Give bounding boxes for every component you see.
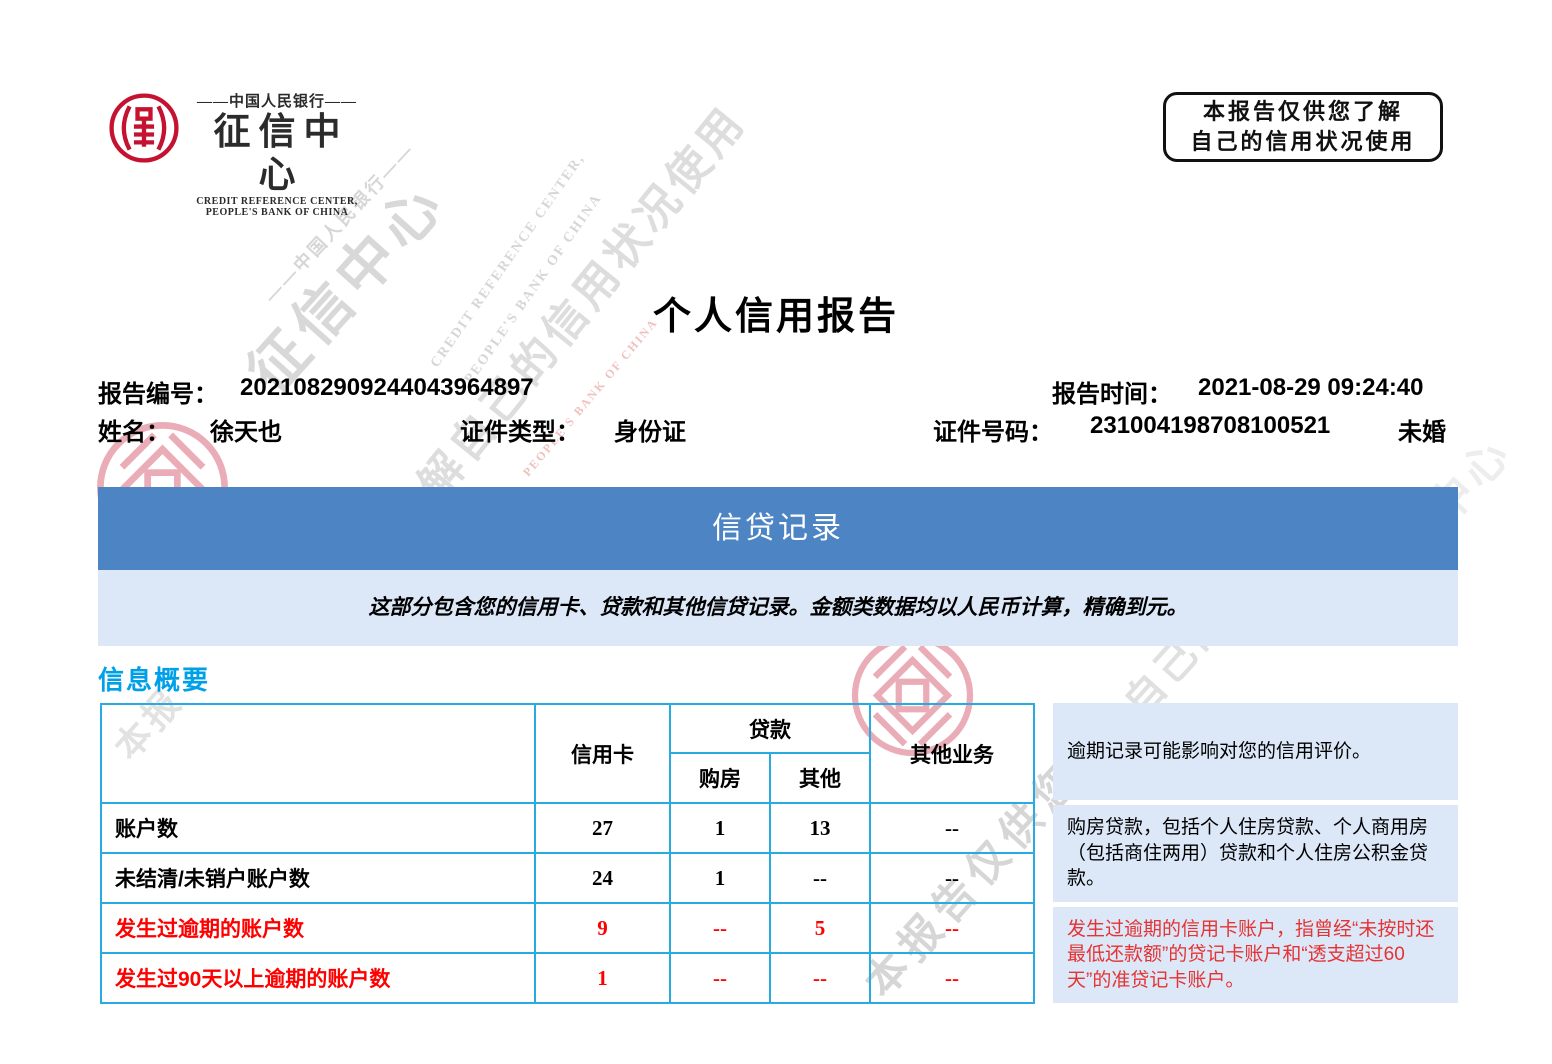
table-row: 账户数 27 1 13 -- xyxy=(100,802,1035,854)
cell-value: 1 xyxy=(669,852,771,904)
usage-notice-line1: 本报告仅供您了解 xyxy=(1202,99,1403,124)
cell-value: -- xyxy=(869,902,1035,954)
logo-english-line2: PEOPLE'S BANK OF CHINA xyxy=(205,207,349,219)
section-banner-title: 信贷记录 xyxy=(712,512,844,545)
row-label: 未结清/未销户账户数 xyxy=(100,852,536,904)
note-overdue-impact: 逾期记录可能影响对您的信用评价。 xyxy=(1053,703,1458,800)
section-banner: 信贷记录 xyxy=(98,487,1458,570)
summary-heading: 信息概要 xyxy=(98,665,211,695)
name-label: 姓名： xyxy=(98,419,170,446)
header-loan-house: 购房 xyxy=(669,752,771,804)
id-type-label: 证件类型： xyxy=(460,419,580,446)
cell-value: -- xyxy=(769,952,871,1004)
cell-value: -- xyxy=(869,802,1035,854)
id-no-value: 231004198708100521 xyxy=(1090,412,1331,439)
pbc-seal-icon xyxy=(109,93,179,163)
usage-notice-box: 本报告仅供您了解 自己的信用状况使用 xyxy=(1163,92,1443,162)
header-blank-cell xyxy=(100,703,536,804)
cell-value: 1 xyxy=(669,802,771,854)
cell-value: 9 xyxy=(534,902,671,954)
id-no-label: 证件号码： xyxy=(933,419,1053,446)
section-subtitle-band: 这部分包含您的信用卡、贷款和其他信贷记录。金额类数据均以人民币计算，精确到元。 xyxy=(98,570,1458,646)
cell-value: -- xyxy=(869,952,1035,1004)
cell-value: 27 xyxy=(534,802,671,854)
report-no-label: 报告编号： xyxy=(98,381,218,408)
cell-value: 13 xyxy=(769,802,871,854)
marital-status: 未婚 xyxy=(1398,419,1446,446)
header-loan-other: 其他 xyxy=(769,752,871,804)
header-credit-card: 信用卡 xyxy=(534,703,671,804)
row-label: 账户数 xyxy=(100,802,536,854)
cell-value: 5 xyxy=(769,902,871,954)
cell-value: -- xyxy=(769,852,871,904)
note-overdue-card-definition: 发生过逾期的信用卡账户，指曾经“未按时还最低还款额”的贷记卡账户和“透支超过60… xyxy=(1053,907,1458,1003)
logo-english-line1: CREDIT REFERENCE CENTER, xyxy=(196,196,358,208)
name-value: 徐天也 xyxy=(210,419,282,446)
pbc-logo: ——中国人民银行—— 征信中心 CREDIT REFERENCE CENTER,… xyxy=(108,90,358,218)
logo-bank-name: ——中国人民银行—— xyxy=(196,94,357,110)
row-label: 发生过90天以上逾期的账户数 xyxy=(100,952,536,1004)
note-house-loan-definition: 购房贷款，包括个人住房贷款、个人商用房（包括商住两用）贷款和个人住房公积金贷款。 xyxy=(1053,805,1458,902)
note-text: 购房贷款，包括个人住房贷款、个人商用房（包括商住两用）贷款和个人住房公积金贷款。 xyxy=(1067,817,1429,890)
usage-notice-line2: 自己的信用状况使用 xyxy=(1190,129,1416,154)
row-label: 发生过逾期的账户数 xyxy=(100,902,536,954)
cell-value: -- xyxy=(869,852,1035,904)
table-row: 未结清/未销户账户数 24 1 -- -- xyxy=(100,852,1035,904)
report-time-value: 2021-08-29 09:24:40 xyxy=(1198,374,1424,401)
cell-value: -- xyxy=(669,952,771,1004)
report-no-value: 2021082909244043964897 xyxy=(240,374,534,401)
logo-center-name: 征信中心 xyxy=(213,111,349,195)
cell-value: 1 xyxy=(534,952,671,1004)
id-type-value: 身份证 xyxy=(614,419,686,446)
header-other-business: 其他业务 xyxy=(869,703,1035,804)
report-time-label: 报告时间： xyxy=(1052,381,1172,408)
table-row-overdue: 发生过逾期的账户数 9 -- 5 -- xyxy=(100,902,1035,954)
cell-value: -- xyxy=(669,902,771,954)
summary-table: 信用卡 贷款 其他业务 购房 其他 账户数 27 1 13 -- 未结清/未销户… xyxy=(100,703,1035,1004)
section-subtitle: 这部分包含您的信用卡、贷款和其他信贷记录。金额类数据均以人民币计算，精确到元。 xyxy=(368,596,1188,619)
table-row-overdue-90: 发生过90天以上逾期的账户数 1 -- -- -- xyxy=(100,952,1035,1004)
header-loan: 贷款 xyxy=(669,703,871,754)
table-header-row: 信用卡 贷款 其他业务 xyxy=(100,703,1035,804)
table-subheader-row: 购房 其他 xyxy=(101,752,1034,804)
page-title: 个人信用报告 xyxy=(652,296,899,338)
note-text: 逾期记录可能影响对您的信用评价。 xyxy=(1067,740,1372,762)
cell-value: 24 xyxy=(534,852,671,904)
note-text: 发生过逾期的信用卡账户，指曾经“未按时还最低还款额”的贷记卡账户和“透支超过60… xyxy=(1067,918,1435,991)
